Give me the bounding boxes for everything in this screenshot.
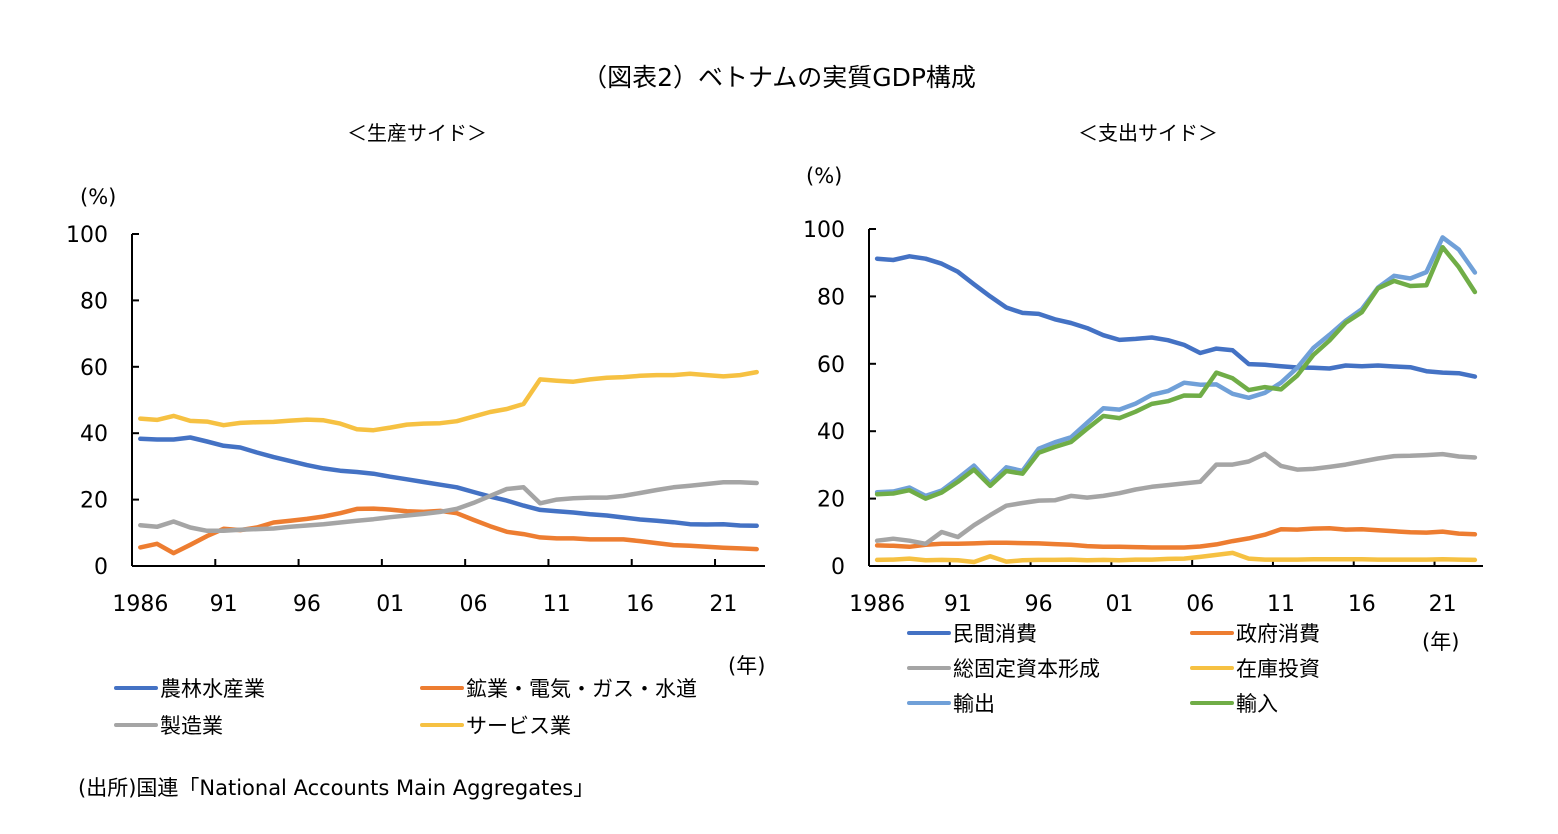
legend-item-private-consumption: 民間消費 xyxy=(907,618,1037,648)
right-y-tick-label: 100 xyxy=(803,218,845,243)
legend-swatch-private-consumption xyxy=(907,631,951,635)
right-y-tick-label: 80 xyxy=(817,285,845,310)
left-y-tick-label: 80 xyxy=(80,289,108,314)
left-x-tick-label: 11 xyxy=(543,592,571,617)
legend-item-exports: 輸出 xyxy=(907,688,995,718)
legend-label-fixed-capital-formation: 総固定資本形成 xyxy=(953,657,1100,681)
left-x-tick-label: 21 xyxy=(709,592,737,617)
expenditure-side-subtitle: ＜支出サイド＞ xyxy=(1078,121,1218,145)
right-x-tick-label: 21 xyxy=(1429,592,1457,617)
left-y-tick-label: 100 xyxy=(66,223,108,248)
legend-item-imports: 輸入 xyxy=(1190,688,1278,718)
legend-swatch-exports xyxy=(907,701,951,705)
left-x-unit-label: (年) xyxy=(728,654,766,678)
left-y-unit-label: (%) xyxy=(80,185,117,209)
legend-item-government-consumption: 政府消費 xyxy=(1190,618,1320,648)
left-series-line-2 xyxy=(138,480,759,534)
right-x-tick-label: 96 xyxy=(1025,592,1053,617)
legend-item-agriculture: 農林水産業 xyxy=(114,673,265,703)
legend-item-manufacturing: 製造業 xyxy=(114,710,223,740)
legend-label-mining-utilities: 鉱業・電気・ガス・水道 xyxy=(466,677,697,701)
right-x-unit-label: (年) xyxy=(1422,630,1460,654)
legend-item-inventory-investment: 在庫投資 xyxy=(1190,653,1320,683)
production-side-subtitle: ＜生産サイド＞ xyxy=(347,121,487,145)
right-y-tick-label: 0 xyxy=(831,555,845,580)
left-x-tick-label: 91 xyxy=(210,592,238,617)
legend-label-manufacturing: 製造業 xyxy=(160,714,223,738)
left-y-tick-label: 60 xyxy=(80,356,108,381)
legend-label-inventory-investment: 在庫投資 xyxy=(1236,657,1320,681)
left-y-tick-label: 20 xyxy=(80,489,108,514)
left-x-tick-label: 96 xyxy=(293,592,321,617)
legend-swatch-imports xyxy=(1190,701,1234,705)
left-series-line-3 xyxy=(138,369,759,433)
legend-item-services: サービス業 xyxy=(420,710,571,740)
right-series-line-1 xyxy=(874,526,1478,550)
legend-label-imports: 輸入 xyxy=(1236,692,1278,716)
production-side-chart: 0 20 40 60 80 100 1986 91 96 01 06 11 16 21 xyxy=(66,223,765,617)
right-x-tick-label: 06 xyxy=(1186,592,1214,617)
legend-label-services: サービス業 xyxy=(466,714,571,738)
legend-swatch-mining-utilities xyxy=(420,686,464,690)
figure-title: （図表2）ベトナムの実質GDP構成 xyxy=(582,63,976,92)
right-series-line-3 xyxy=(874,550,1478,565)
left-x-tick-label: 16 xyxy=(626,592,654,617)
left-series-line-0 xyxy=(138,435,759,529)
expenditure-side-chart: 0 20 40 60 80 100 1986 91 96 01 06 11 16 21 xyxy=(803,218,1483,617)
legend-label-private-consumption: 民間消費 xyxy=(953,622,1037,646)
legend-swatch-agriculture xyxy=(114,686,158,690)
legend-swatch-fixed-capital-formation xyxy=(907,666,951,670)
legend-label-exports: 輸出 xyxy=(953,692,995,716)
right-y-tick-label: 40 xyxy=(817,420,845,445)
legend-swatch-inventory-investment xyxy=(1190,666,1234,670)
right-y-unit-label: (%) xyxy=(806,164,843,188)
legend-swatch-manufacturing xyxy=(114,723,158,727)
legend-item-mining-utilities: 鉱業・電気・ガス・水道 xyxy=(420,673,697,703)
right-x-tick-label: 1986 xyxy=(849,592,905,617)
left-y-tick-label: 0 xyxy=(94,555,108,580)
legend-item-fixed-capital-formation: 総固定資本形成 xyxy=(907,653,1100,683)
legend-label-agriculture: 農林水産業 xyxy=(160,677,265,701)
right-y-tick-label: 60 xyxy=(817,353,845,378)
legend-swatch-services xyxy=(420,723,464,727)
right-x-tick-label: 91 xyxy=(944,592,972,617)
right-x-tick-label: 01 xyxy=(1105,592,1133,617)
source-note: (出所)国連「National Accounts Main Aggregates… xyxy=(78,776,595,800)
left-x-tick-label: 1986 xyxy=(112,592,168,617)
right-x-tick-label: 11 xyxy=(1267,592,1295,617)
right-x-tick-label: 16 xyxy=(1348,592,1376,617)
left-x-tick-label: 06 xyxy=(459,592,487,617)
left-x-tick-label: 01 xyxy=(376,592,404,617)
right-series-line-5 xyxy=(874,244,1478,501)
left-y-tick-label: 40 xyxy=(80,422,108,447)
legend-swatch-government-consumption xyxy=(1190,631,1234,635)
legend-label-government-consumption: 政府消費 xyxy=(1236,622,1320,646)
right-y-tick-label: 20 xyxy=(817,488,845,513)
right-series-line-2 xyxy=(874,451,1478,547)
right-series-line-0 xyxy=(874,254,1478,379)
